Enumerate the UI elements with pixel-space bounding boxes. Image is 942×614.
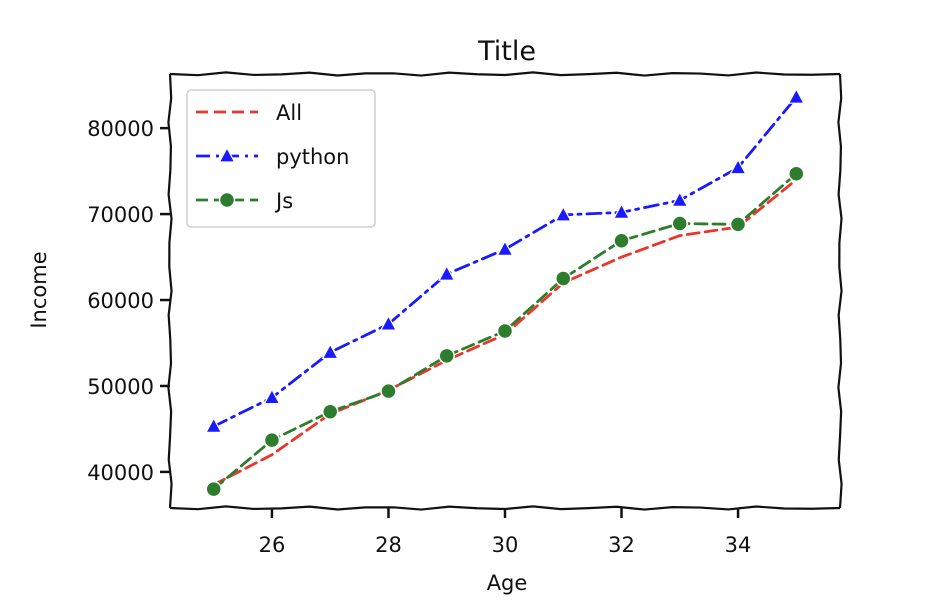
x-tick-label: 32: [608, 533, 635, 557]
y-tick-label: 40000: [87, 461, 154, 485]
data-point-js: [496, 322, 514, 340]
data-point-js: [205, 480, 222, 498]
y-axis-line: [167, 73, 173, 509]
data-point-python: [729, 158, 747, 175]
legend-marker-python: [218, 146, 236, 163]
x-tick-label: 28: [375, 533, 402, 557]
data-point-js: [788, 165, 805, 182]
x-tick-label: 34: [725, 533, 752, 557]
x-tick-label: 26: [259, 533, 286, 557]
y-tick-label: 70000: [87, 203, 154, 227]
data-point-js: [555, 270, 572, 287]
x-axis-label: Age: [487, 571, 528, 595]
y-tick-label: 60000: [87, 289, 154, 313]
data-point-python: [379, 314, 398, 331]
chart-title: Title: [477, 36, 536, 67]
data-point-js: [321, 403, 339, 420]
data-point-js: [671, 215, 689, 232]
data-point-js: [263, 431, 281, 449]
tick-layer: 26 28 30 32 34 40000 50000 60000 70000 80000: [87, 117, 751, 557]
legend: All python Js: [186, 89, 376, 228]
data-point-python: [787, 87, 805, 104]
y-tick-label: 80000: [87, 117, 154, 141]
data-point-python: [438, 264, 456, 281]
data-point-python: [321, 343, 339, 360]
data-point-python: [496, 240, 514, 256]
plot-frame-top: [169, 71, 841, 77]
legend-label-all: All: [276, 101, 302, 125]
data-point-python: [671, 191, 689, 207]
data-point-js: [438, 347, 455, 365]
data-point-python: [554, 205, 572, 222]
legend-label-js: Js: [274, 189, 293, 213]
data-point-js: [729, 216, 747, 233]
legend-label-python: python: [276, 145, 349, 169]
y-axis-label: Income: [27, 251, 51, 328]
legend-box: [186, 89, 376, 228]
x-tick-label: 30: [492, 533, 519, 557]
data-point-js: [380, 382, 397, 400]
y-tick-label: 50000: [87, 375, 154, 399]
data-point-python: [612, 203, 631, 219]
data-point-python: [263, 388, 281, 405]
series-line-python: [212, 95, 798, 428]
series-layer: [205, 87, 805, 498]
plot-frame-right: [837, 73, 843, 509]
legend-marker-js: [218, 191, 236, 209]
data-point-js: [613, 232, 630, 249]
data-point-python: [205, 417, 223, 433]
